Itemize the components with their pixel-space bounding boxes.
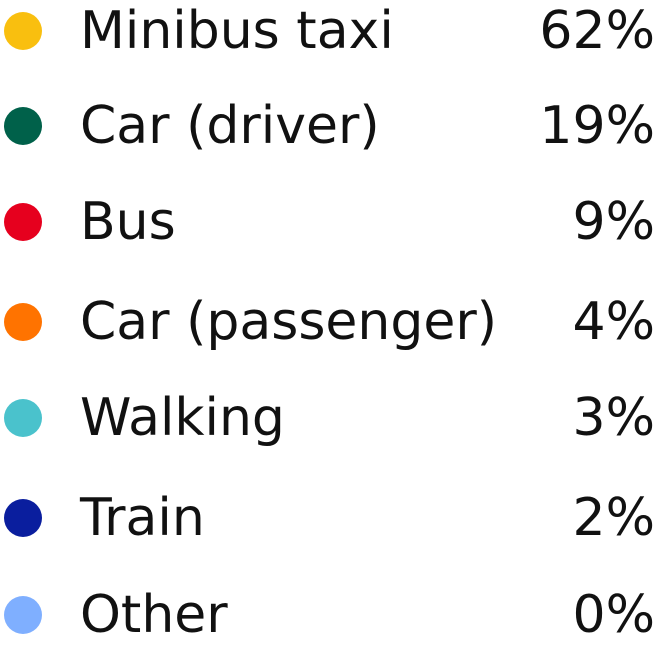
label-car-driver: Car (driver) [80, 96, 380, 156]
legend-row-car-driver: Car (driver) 19% [0, 86, 661, 166]
swatch-minibus-taxi [4, 12, 42, 50]
label-minibus-taxi: Minibus taxi [80, 1, 394, 61]
label-train: Train [80, 488, 205, 548]
label-other: Other [80, 585, 228, 645]
swatch-car-passenger [4, 303, 42, 341]
swatch-other [4, 596, 42, 634]
swatch-bus [4, 203, 42, 241]
legend-row-minibus-taxi: Minibus taxi 62% [0, 0, 661, 71]
legend-row-bus: Bus 9% [0, 182, 661, 262]
legend-row-walking: Walking 3% [0, 378, 661, 458]
label-car-passenger: Car (passenger) [80, 292, 498, 352]
value-car-passenger: 4% [572, 292, 656, 352]
value-car-driver: 19% [539, 96, 655, 156]
label-bus: Bus [80, 192, 176, 252]
value-bus: 9% [572, 192, 656, 252]
swatch-walking [4, 399, 42, 437]
swatch-car-driver [4, 107, 42, 145]
swatch-train [4, 499, 42, 537]
label-walking: Walking [80, 388, 285, 448]
value-other: 0% [572, 585, 656, 645]
legend-row-car-passenger: Car (passenger) 4% [0, 282, 661, 362]
value-minibus-taxi: 62% [539, 1, 655, 61]
value-walking: 3% [572, 388, 656, 448]
legend-row-train: Train 2% [0, 478, 661, 558]
value-train: 2% [572, 488, 656, 548]
legend-row-other: Other 0% [0, 575, 661, 655]
